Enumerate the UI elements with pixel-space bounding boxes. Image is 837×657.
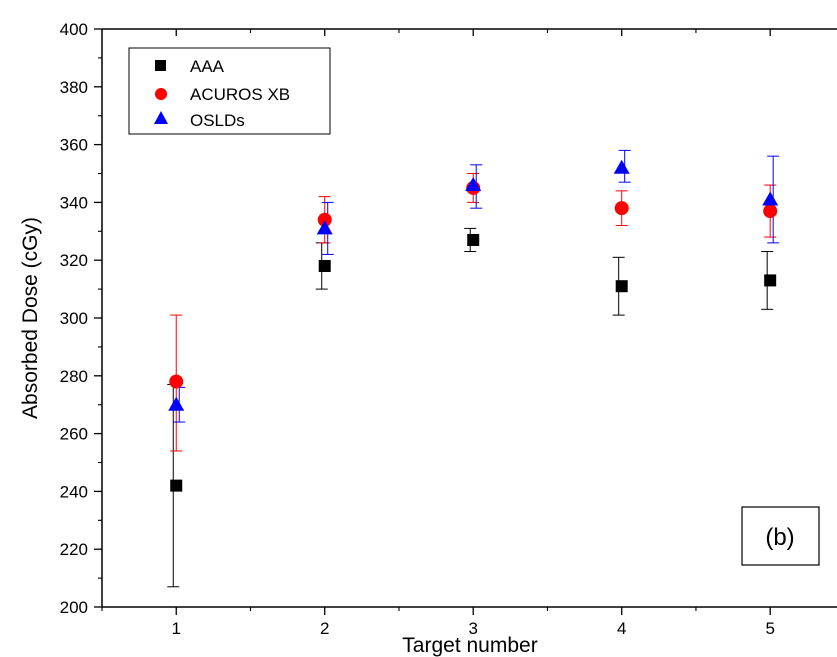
y-tick-label: 300 [60, 309, 88, 328]
x-tick-label: 1 [172, 619, 181, 638]
legend-marker-aaa [155, 60, 166, 71]
data-point-aaa [467, 233, 480, 246]
y-tick-label: 200 [60, 598, 88, 617]
x-tick-label: 4 [617, 619, 626, 638]
data-point-aaa [764, 274, 777, 287]
data-point-oslds [465, 177, 482, 192]
y-tick-label: 380 [60, 78, 88, 97]
legend-label-oslds: OSLDs [190, 111, 245, 130]
x-tick-label: 3 [468, 619, 477, 638]
x-tick-labels: 1 2 3 4 5 [172, 619, 775, 638]
legend-marker-oslds [154, 111, 168, 124]
panel-label-frame [741, 506, 820, 566]
y-axis-title: Absorbed Dose (cGy) [19, 217, 42, 419]
x-tick-label: 2 [320, 619, 329, 638]
data-point-oslds [168, 396, 185, 411]
legend-label-acuros: ACUROS XB [190, 85, 290, 104]
x-axis-title: Target number [402, 634, 537, 657]
y-tick-label: 220 [60, 540, 88, 559]
y-tick-label: 240 [60, 482, 88, 501]
legend-label-aaa: AAA [190, 57, 225, 76]
data-point-aaa [615, 280, 628, 293]
data-point-oslds [316, 220, 333, 235]
x-tick-label: 5 [765, 619, 774, 638]
data-point-acuros-xb [169, 374, 184, 389]
data-point-aaa [318, 259, 331, 272]
data-markers [168, 159, 779, 492]
y-tick-label: 340 [60, 193, 88, 212]
y-tick-labels: 200 220 240 260 280 300 320 340 360 380 400 [60, 20, 88, 617]
panel-label: (b) [765, 524, 794, 551]
data-point-oslds [613, 159, 630, 174]
data-point-oslds [762, 191, 779, 206]
y-tick-label: 360 [60, 136, 88, 155]
y-tick-label: 260 [60, 425, 88, 444]
data-point-acuros-xb [614, 201, 629, 216]
data-point-acuros-xb [763, 204, 778, 219]
y-tick-label: 320 [60, 251, 88, 270]
y-tick-label: 400 [60, 20, 88, 39]
data-point-acuros-xb [317, 212, 332, 227]
data-point-aaa [170, 479, 183, 492]
legend: AAA ACUROS XB OSLDs [128, 47, 331, 135]
axis-ticks [94, 28, 771, 615]
y-tick-label: 280 [60, 367, 88, 386]
panel-label-box: (b) [741, 506, 820, 566]
legend-marker-acuros [155, 88, 167, 100]
